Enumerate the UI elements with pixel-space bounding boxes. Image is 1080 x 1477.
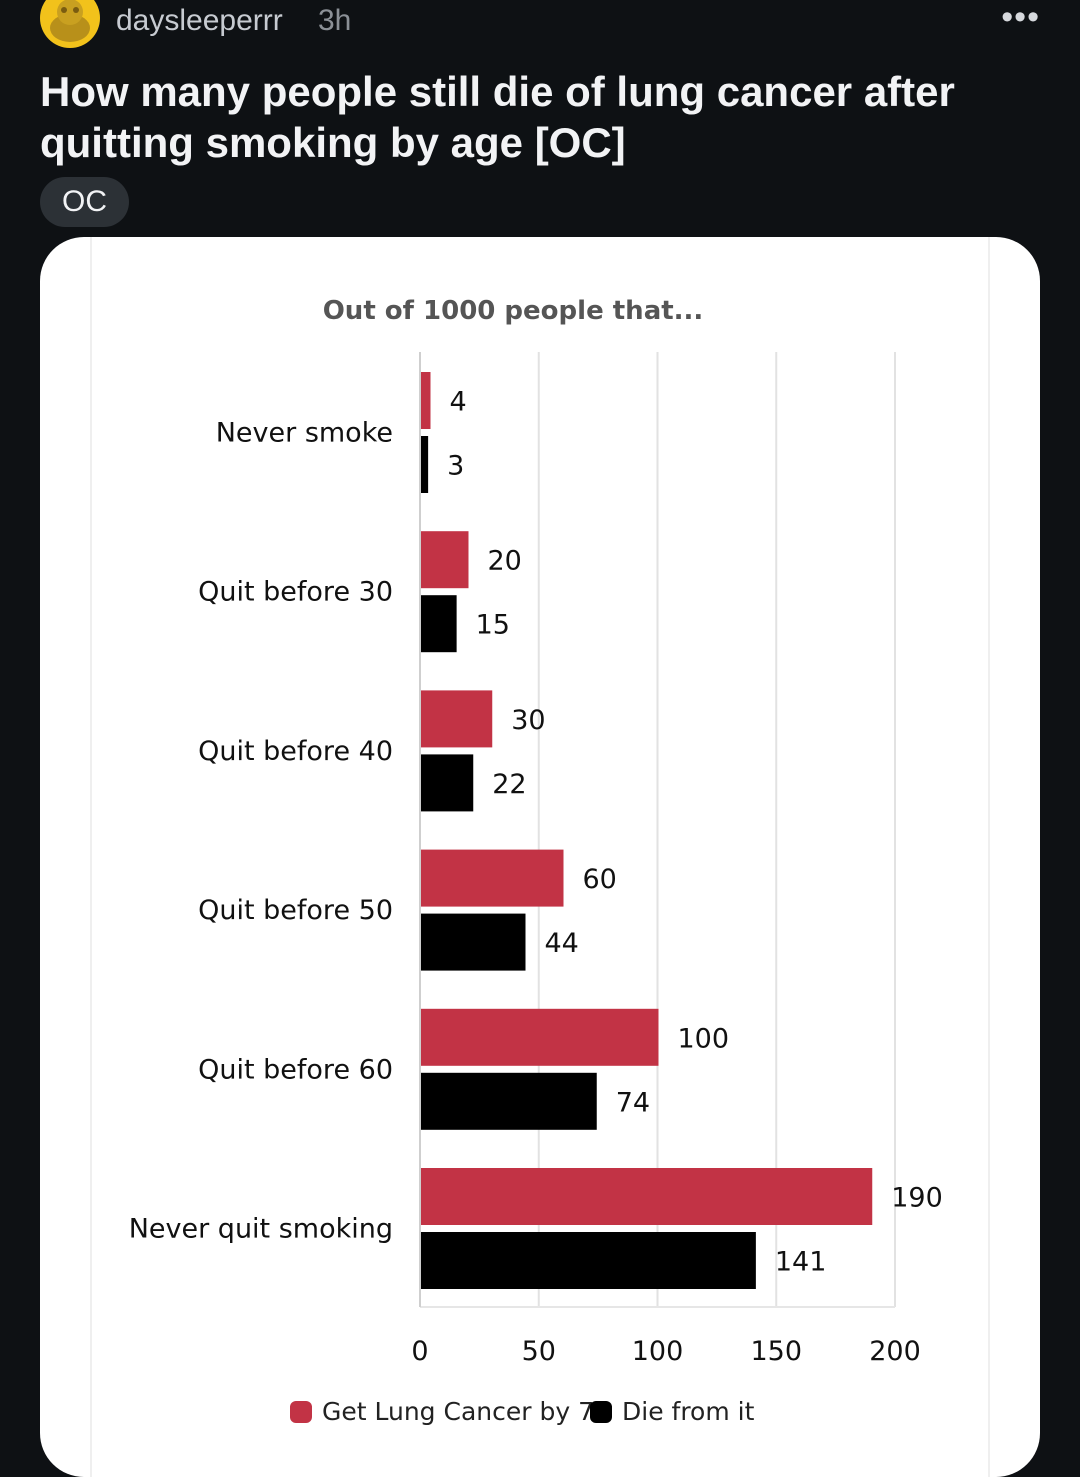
data-label: 190 xyxy=(891,1183,943,1214)
bar xyxy=(421,595,457,653)
more-options-icon[interactable]: ••• xyxy=(1001,0,1040,36)
bar xyxy=(421,1232,756,1289)
snoo-avatar-icon xyxy=(50,0,90,42)
bar xyxy=(421,372,431,429)
data-label: 60 xyxy=(583,864,617,895)
data-label: 4 xyxy=(450,387,467,418)
avatar[interactable] xyxy=(40,0,100,48)
username[interactable]: daysleeperrr xyxy=(116,4,283,37)
data-label: 100 xyxy=(678,1023,730,1054)
bar xyxy=(421,1168,873,1225)
post-image-card[interactable]: Out of 1000 people that... 4 3 Never smoke 2… xyxy=(40,237,1040,1477)
data-label: 20 xyxy=(488,546,522,577)
data-label: 22 xyxy=(492,769,526,800)
flair-badge[interactable]: OC xyxy=(40,177,129,227)
bar xyxy=(421,436,429,493)
category-label: Quit before 50 xyxy=(198,895,393,926)
post-time: 3h xyxy=(318,4,352,37)
image-edge-right xyxy=(988,237,990,1477)
data-label: 15 xyxy=(476,610,510,641)
data-label: 44 xyxy=(545,928,579,959)
category-label: Never quit smoking xyxy=(129,1214,393,1245)
x-tick-label: 200 xyxy=(869,1336,921,1367)
x-tick-label: 50 xyxy=(522,1336,556,1367)
image-edge-left xyxy=(90,237,92,1477)
category-label: Quit before 60 xyxy=(198,1054,393,1085)
post-header: daysleeperrr 3h ••• xyxy=(40,0,1040,48)
category-label: Quit before 30 xyxy=(198,577,393,608)
data-label: 74 xyxy=(616,1087,650,1118)
legend-item: Die from it xyxy=(590,1397,754,1427)
bar xyxy=(421,754,474,812)
x-tick-label: 100 xyxy=(632,1336,684,1367)
post-title[interactable]: How many people still die of lung cancer… xyxy=(40,68,955,166)
bar xyxy=(421,1008,659,1066)
bar xyxy=(421,690,493,748)
x-tick-label: 0 xyxy=(411,1336,428,1367)
bar-chart: Out of 1000 people that... 4 3 Never smoke 2… xyxy=(129,296,943,1367)
data-label: 30 xyxy=(511,705,545,736)
legend-label: Get Lung Cancer by 75 xyxy=(322,1397,610,1426)
bar xyxy=(421,1072,597,1130)
legend-label: Die from it xyxy=(622,1397,755,1426)
data-label: 141 xyxy=(775,1247,827,1278)
data-label: 3 xyxy=(447,451,464,482)
legend-swatch xyxy=(590,1401,612,1423)
bar xyxy=(421,913,526,971)
category-label: Quit before 40 xyxy=(198,736,393,767)
bar xyxy=(421,531,469,589)
bar xyxy=(421,849,564,907)
category-label: Never smoke xyxy=(216,418,393,449)
legend-swatch xyxy=(290,1401,312,1423)
x-tick-label: 150 xyxy=(750,1336,802,1367)
chart-title: Out of 1000 people that... xyxy=(323,296,704,326)
legend-item: Get Lung Cancer by 75 xyxy=(290,1397,610,1427)
